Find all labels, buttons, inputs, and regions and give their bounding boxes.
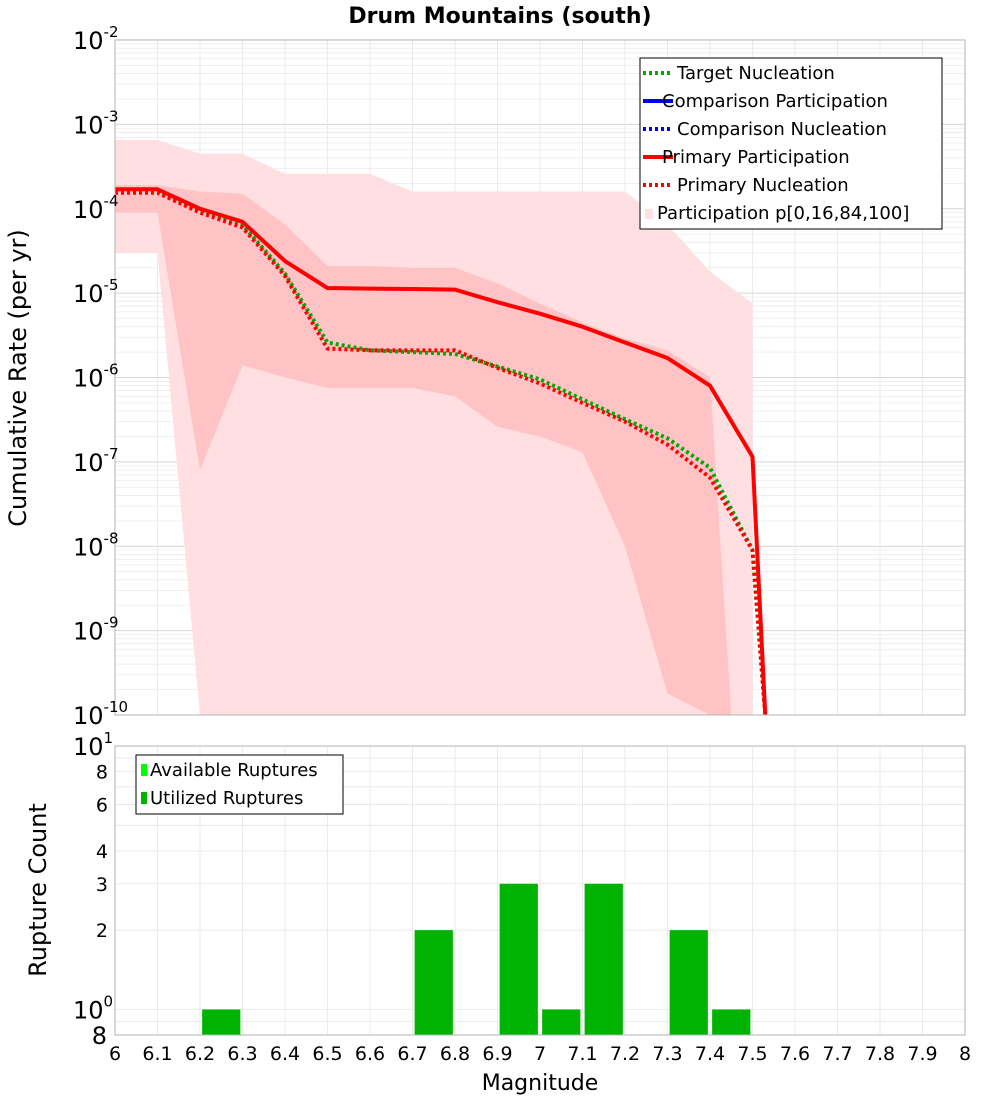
x-tick-label: 7.1 <box>567 1043 597 1065</box>
legend-label: Primary Participation <box>662 147 850 168</box>
x-axis-label: Magnitude <box>482 1071 599 1096</box>
x-tick-label: 6.4 <box>270 1043 300 1065</box>
x-tick-label: 7.4 <box>695 1043 725 1065</box>
x-tick-label: 7.6 <box>780 1043 810 1065</box>
band-p[16,84] <box>115 185 732 715</box>
y-tick-label: 10-6 <box>73 361 119 393</box>
y-tick-label: 3 <box>96 874 108 896</box>
rupture-bar <box>712 1009 751 1035</box>
rate-legend: Target Nucleation Comparison Participatio… <box>639 57 943 230</box>
y-tick-label: 10-8 <box>73 529 119 561</box>
rupture-bar <box>669 930 708 1035</box>
y-tick-label: 10-10 <box>73 698 128 730</box>
y-tick-label: 101 <box>73 729 113 761</box>
rupture-bar <box>542 1009 581 1035</box>
series-line-primary-nucleation <box>115 190 768 716</box>
x-tick-label: 6.1 <box>142 1043 172 1065</box>
y-tick-label: 4 <box>96 841 108 863</box>
rate-y-ticks: 10-2 10-3 10-4 10-5 10-6 10-7 10-8 10-9 10-10 <box>73 23 128 730</box>
x-tick-label: 6.6 <box>355 1043 385 1065</box>
participation-bands <box>115 140 753 716</box>
x-tick-label: 6.5 <box>312 1043 342 1065</box>
x-tick-label: 7.3 <box>652 1043 682 1065</box>
x-tick-label: 7.9 <box>907 1043 937 1065</box>
x-tick-label: 6.7 <box>397 1043 427 1065</box>
x-tick-label: 7.5 <box>737 1043 767 1065</box>
legend-swatch <box>141 764 147 776</box>
legend-box <box>135 754 344 815</box>
count-plot-frame <box>114 745 966 1036</box>
y-tick-label: 6 <box>96 794 108 816</box>
legend-label: Comparison Participation <box>662 91 888 112</box>
y-tick-label: 2 <box>96 920 108 942</box>
x-tick-label: 6.3 <box>227 1043 257 1065</box>
rupture-bar <box>499 883 538 1035</box>
y-tick-label: 10-9 <box>73 614 119 646</box>
legend-label: Participation p[0,16,84,100] <box>657 203 909 224</box>
x-tick-label: 7.8 <box>865 1043 895 1065</box>
x-tick-label: 7 <box>534 1043 546 1065</box>
rate-plot-frame <box>114 39 966 716</box>
x-tick-label: 6.8 <box>440 1043 470 1065</box>
legend-swatch <box>645 209 653 219</box>
y-tick-label: 10-3 <box>73 107 119 139</box>
series-line-target-nucleation <box>115 189 768 716</box>
rate-series-lines <box>115 187 768 716</box>
y-tick-label: 10-4 <box>73 192 119 224</box>
x-tick-label: 6.2 <box>185 1043 215 1065</box>
legend-label: Utilized Ruptures <box>150 788 303 809</box>
rupture-bar <box>584 883 623 1035</box>
series-line-primary-participation <box>115 187 768 716</box>
y-tick-label: 100 <box>73 992 113 1024</box>
x-tick-label: 6.9 <box>482 1043 512 1065</box>
legend-label: Primary Nucleation <box>677 175 849 196</box>
y-tick-label: 10-7 <box>73 445 119 477</box>
y-tick-label: 8 <box>92 1022 107 1050</box>
y-tick-label: 8 <box>96 762 108 784</box>
legend-label: Target Nucleation <box>676 63 835 84</box>
rupture-bar <box>414 930 453 1035</box>
legend-box <box>639 57 943 230</box>
legend-swatch <box>141 792 147 804</box>
rate-y-axis-label: Cumulative Rate (per yr) <box>4 229 32 527</box>
rupture-bar <box>202 1009 241 1035</box>
y-tick-label: 10-2 <box>73 23 119 55</box>
x-tick-label: 7.7 <box>822 1043 852 1065</box>
x-tick-label: 6 <box>109 1043 121 1065</box>
legend-label: Available Ruptures <box>150 760 318 781</box>
rupture-bars <box>202 883 751 1035</box>
count-y-axis-label: Rupture Count <box>24 803 52 977</box>
y-tick-label: 10-5 <box>73 276 119 308</box>
chart-title: Drum Mountains (south) <box>348 4 651 29</box>
magnitude-x-ticks: 6 6.1 6.2 6.3 6.4 6.5 6.6 6.7 6.8 6.9 7 7.1 7.2 7.3 7.… <box>109 1043 971 1065</box>
x-tick-label: 7.2 <box>610 1043 640 1065</box>
legend-label: Comparison Nucleation <box>677 119 887 140</box>
count-legend: Available Ruptures Utilized Ruptures <box>135 754 344 815</box>
x-tick-label: 8 <box>959 1043 971 1065</box>
